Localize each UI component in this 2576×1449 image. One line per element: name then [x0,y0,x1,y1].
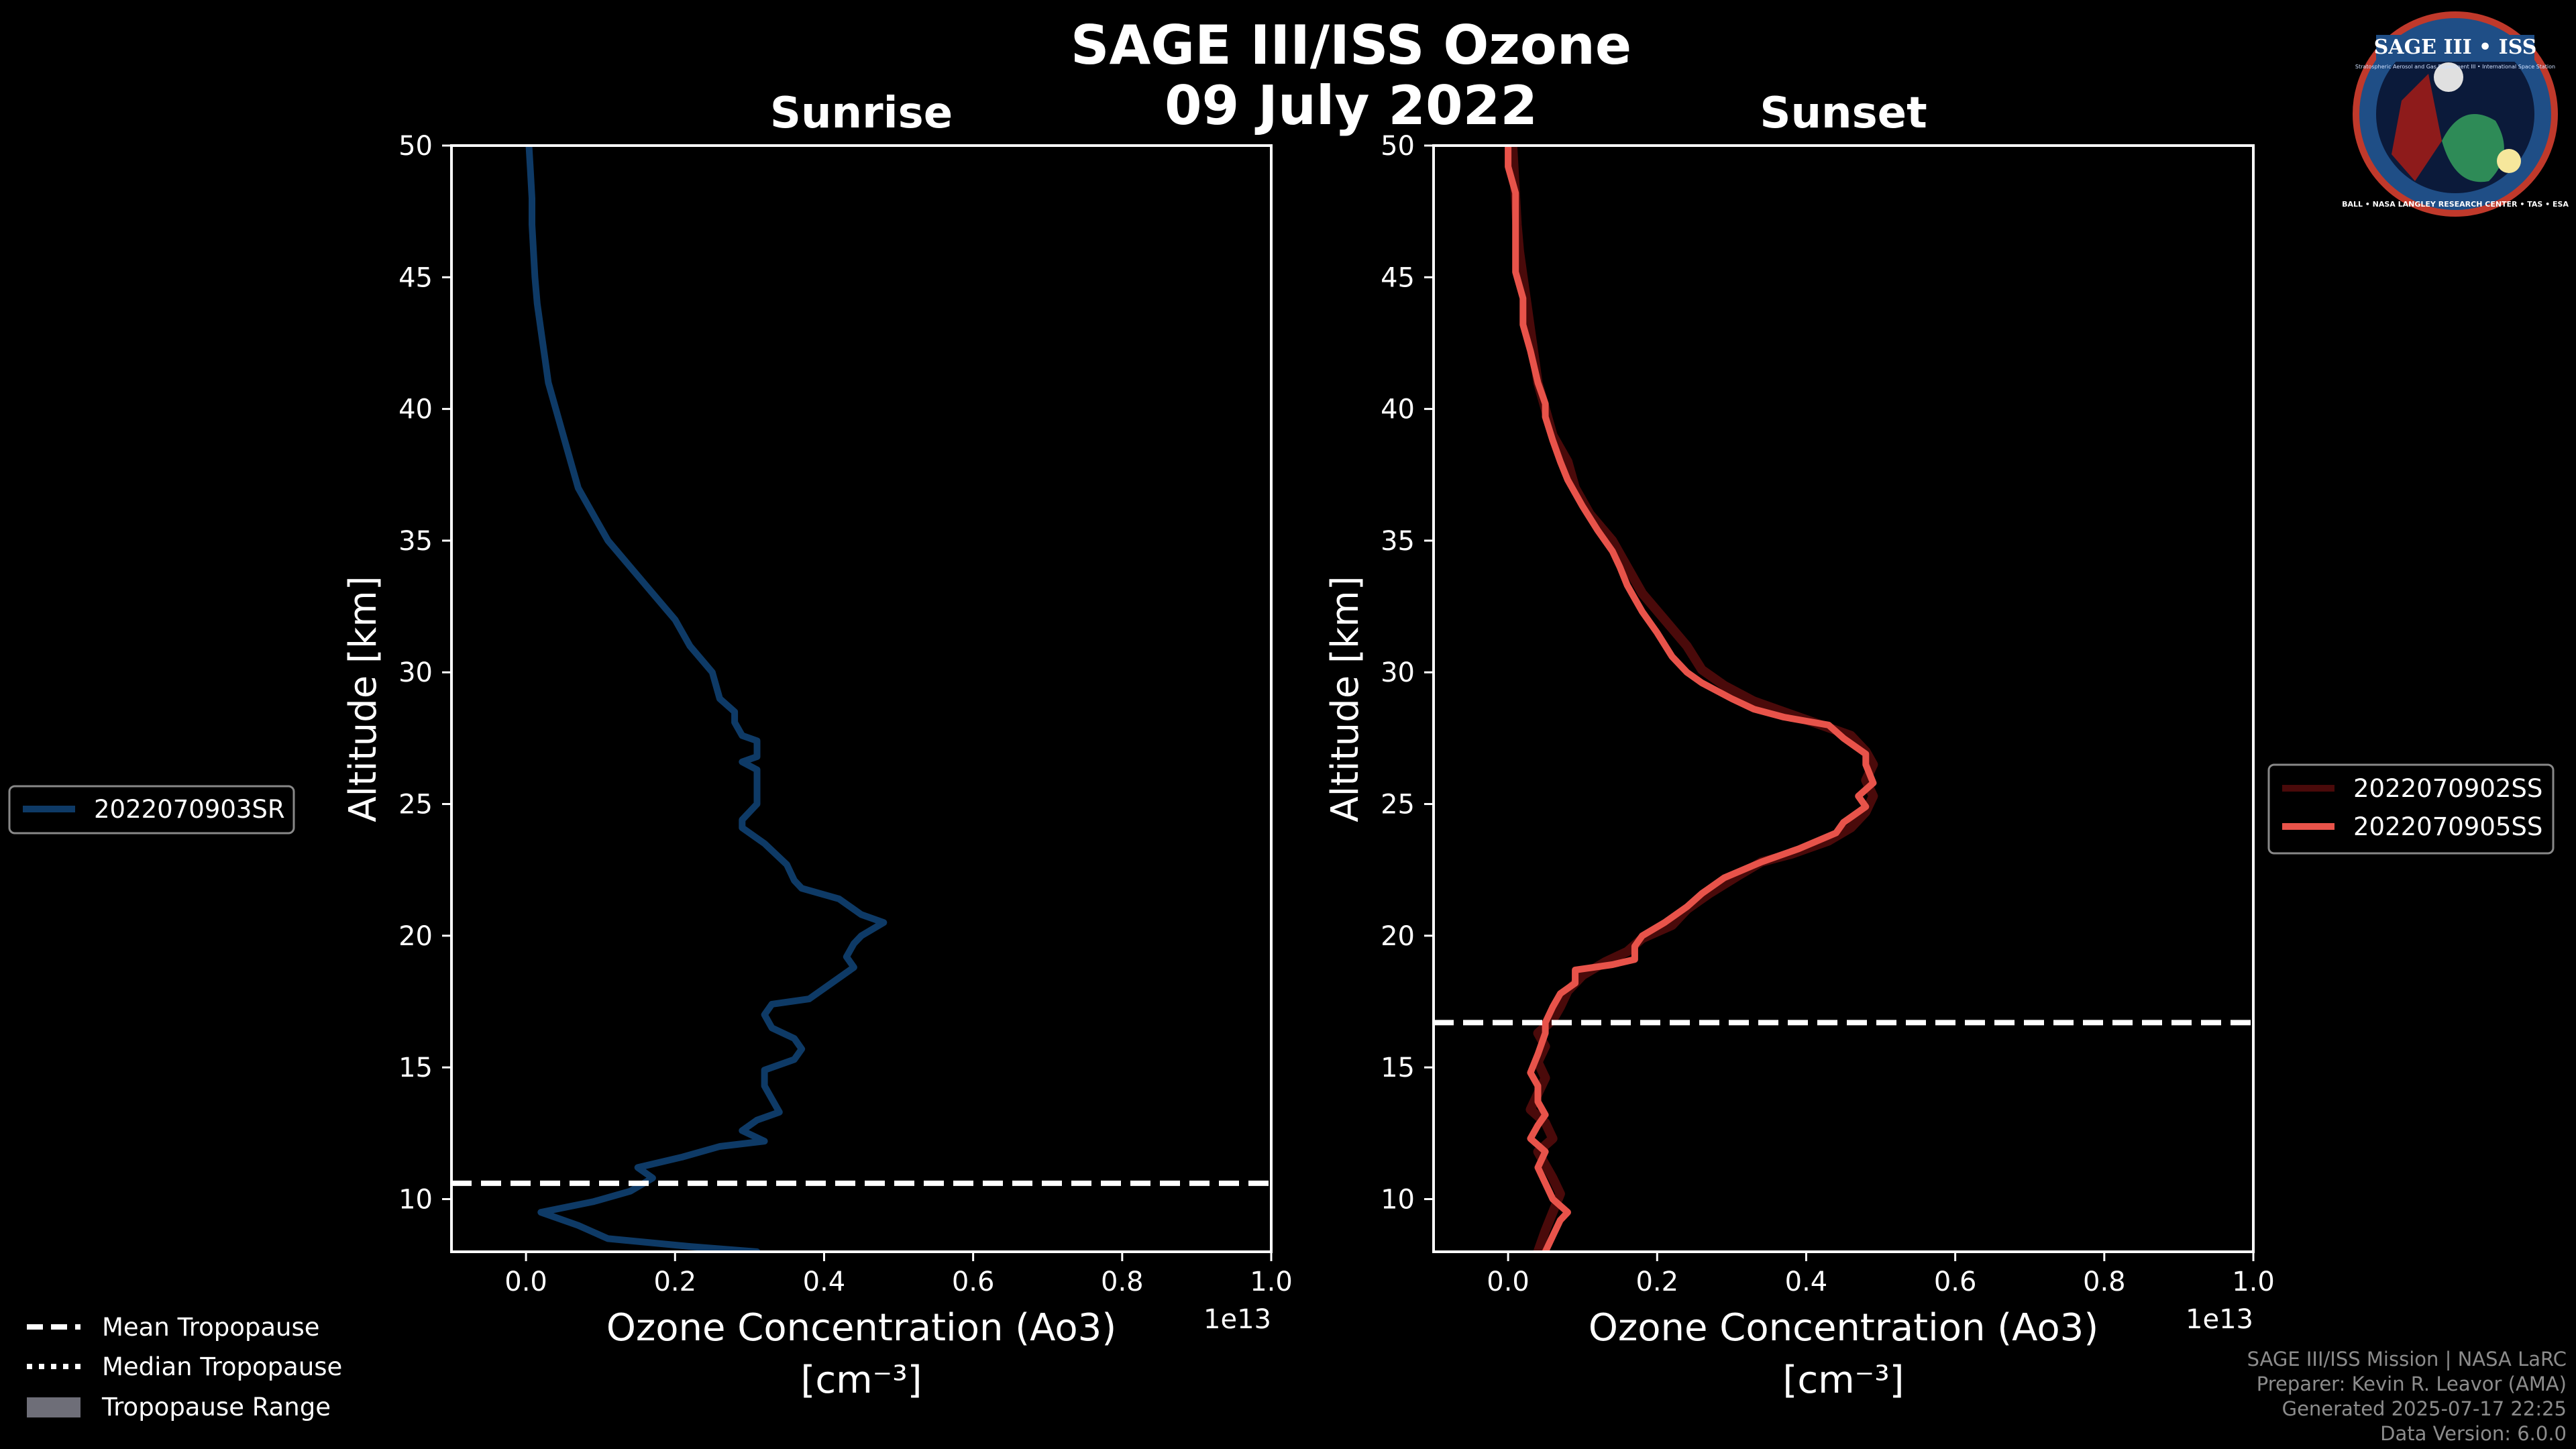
sunrise-x-tick-label: 0.6 [952,1267,995,1297]
sunrise-y-axis-label: Altitude [km] [341,576,385,822]
footer-generated: Generated 2025-07-17 22:25 [2282,1397,2567,1420]
tropopause-legend: Mean Tropopause Median Tropopause Tropop… [27,1313,342,1421]
sunset-x-axis-label: Ozone Concentration (Ao3) [1589,1306,2098,1350]
sunset-panel-title: Sunset [1760,89,1927,138]
sunrise-x-scale-label: 1e13 [1203,1304,1271,1335]
sunset-legend: 2022070902SS 2022070905SS [2267,763,2555,855]
sunset-plot-area [1434,146,2253,1252]
sunrise-legend-label: 2022070903SR [94,795,285,824]
sunrise-plot-area [451,146,1271,1252]
sunset-x-tick-label: 0.2 [1635,1267,1678,1297]
sunset-x-axis-unit: [cm⁻³] [1782,1358,1904,1402]
sunset-x-ticks: 0.0 0.2 0.4 0.6 0.8 1.0 [1487,1252,2275,1297]
sunset-x-scale-label: 1e13 [2186,1304,2253,1335]
mean-tropopause-label: Mean Tropopause [102,1313,320,1342]
sunrise-y-ticks: 10 15 20 25 30 35 40 45 50 [398,131,451,1215]
sunset-y-tick-label: 30 [1381,657,1415,688]
logo-subtitle-text: Stratospheric Aerosol and Gas Experiment… [2355,64,2555,70]
sunset-y-tick-label: 50 [1381,131,1415,162]
sunrise-y-tick-label: 30 [398,657,433,688]
footer-data-version: Data Version: 6.0.0 [2380,1422,2567,1445]
sunrise-y-tick-label: 25 [398,790,433,820]
sunrise-x-tick-label: 0.2 [653,1267,696,1297]
sunset-axes-frame [1432,144,2255,1253]
sunset-x-tick-label: 0.8 [2083,1267,2126,1297]
sunset-y-tick-label: 20 [1381,921,1415,952]
sunset-legend-label-2: 2022070905SS [2353,812,2542,841]
footer-preparer: Preparer: Kevin R. Leavor (AMA) [2257,1373,2567,1395]
figure-title-line1: SAGE III/ISS Ozone [1071,14,1631,76]
figure-title-line2: 09 July 2022 [1165,74,1538,137]
logo-figure-icon [2392,74,2442,181]
sunrise-y-tick-label: 10 [398,1184,433,1215]
sunset-legend-box [2267,763,2555,855]
sunrise-series-2022070903SR [525,146,888,1252]
tropopause-range-label: Tropopause Range [101,1393,331,1421]
logo-sun-icon [2497,149,2521,173]
tropopause-range-swatch [27,1397,80,1417]
sunset-y-tick-label: 45 [1381,262,1415,293]
sunrise-legend: 2022070903SR [8,785,295,835]
sunset-x-tick-label: 0.0 [1487,1267,1529,1297]
logo-moon-icon [2434,62,2463,92]
logo-title-text: SAGE III • ISS [2374,36,2537,59]
sunrise-axes-frame [450,144,1273,1253]
sunset-y-tick-label: 35 [1381,526,1415,557]
sunrise-y-tick-label: 20 [398,921,433,952]
sunset-x-tick-label: 0.4 [1785,1267,1828,1297]
sunrise-x-tick-label: 0.0 [504,1267,547,1297]
sunrise-y-tick-label: 15 [398,1053,433,1083]
sunrise-x-tick-label: 0.4 [803,1267,846,1297]
sunrise-x-ticks: 0.0 0.2 0.4 0.6 0.8 1.0 [504,1252,1293,1297]
footer-mission: SAGE III/ISS Mission | NASA LaRC [2247,1348,2567,1371]
sunset-legend-label-1: 2022070902SS [2353,774,2542,803]
sunrise-y-tick-label: 40 [398,394,433,425]
sunrise-panel-title: Sunrise [770,89,953,138]
sunset-y-ticks: 10 15 20 25 30 35 40 45 50 [1381,131,1434,1215]
footer-credits: SAGE III/ISS Mission | NASA LaRC Prepare… [2247,1348,2567,1445]
logo-ring-text: BALL • NASA LANGLEY RESEARCH CENTER • TA… [2342,200,2569,209]
sunrise-legend-box [8,785,295,835]
sunset-y-axis-label: Altitude [km] [1324,576,1367,822]
sunset-y-tick-label: 40 [1381,394,1415,425]
median-tropopause-label: Median Tropopause [102,1352,342,1381]
logo-header-band [2376,35,2534,62]
sage-iii-iss-logo: SAGE III • ISS Stratospheric Aerosol and… [2342,11,2569,217]
sunset-series-2022070905SS [1505,146,1877,1252]
sunrise-x-axis-unit: [cm⁻³] [800,1358,922,1402]
sunrise-y-tick-label: 50 [398,131,433,162]
sunrise-y-tick-label: 35 [398,526,433,557]
sunset-x-tick-label: 0.6 [1934,1267,1977,1297]
sunrise-x-tick-label: 0.8 [1101,1267,1144,1297]
sunset-y-tick-label: 10 [1381,1184,1415,1215]
logo-earth-icon [2442,114,2504,182]
sunset-y-tick-label: 25 [1381,790,1415,820]
sunset-y-tick-label: 15 [1381,1053,1415,1083]
sunset-x-tick-label: 1.0 [2232,1267,2275,1297]
sunrise-x-tick-label: 1.0 [1250,1267,1293,1297]
sunrise-y-tick-label: 45 [398,262,433,293]
sunrise-x-axis-label: Ozone Concentration (Ao3) [606,1306,1116,1350]
